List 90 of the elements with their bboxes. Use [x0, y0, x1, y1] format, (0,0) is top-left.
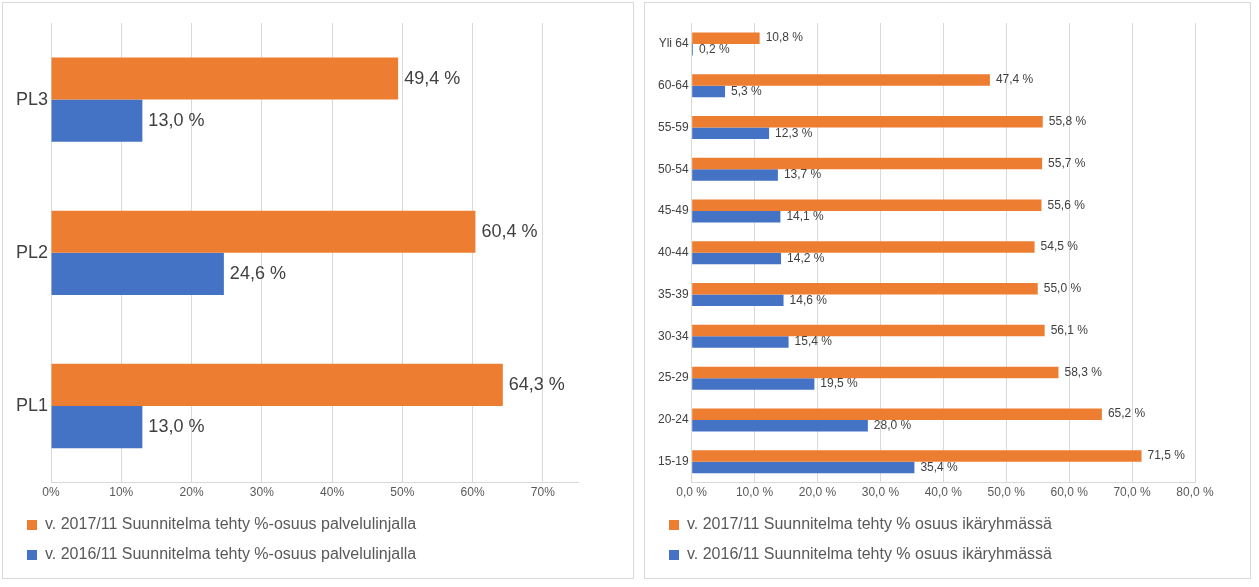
- data-label: 35,4 %: [920, 459, 959, 474]
- data-label: 19,5 %: [820, 376, 859, 391]
- bar: [692, 408, 1102, 420]
- y-tick-label: 35-39: [657, 286, 690, 301]
- y-tick-label: 55-59: [657, 119, 690, 134]
- data-label: 15,4 %: [794, 334, 833, 349]
- x-tick-label: 30%: [249, 485, 275, 500]
- x-tick-label: 20,0 %: [798, 485, 837, 500]
- data-label: 49,4 %: [404, 67, 461, 88]
- x-tick-label: 70%: [530, 485, 556, 500]
- data-label: 71,5 %: [1147, 448, 1186, 463]
- y-tick-label: 60-64: [657, 77, 690, 92]
- legend-label: v. 2017/11 Suunnitelma tehty %-osuus palvelulinjalla: [45, 515, 417, 533]
- y-tick-label: PL2: [16, 241, 49, 262]
- bar: [692, 74, 990, 86]
- bar: [692, 252, 782, 265]
- bar: [692, 336, 789, 348]
- y-tick-label: PL3: [16, 88, 49, 109]
- data-label: 56,1 %: [1050, 322, 1089, 337]
- data-label: 0,2 %: [698, 41, 730, 56]
- data-label: 47,4 %: [995, 72, 1034, 87]
- legend-label: v. 2016/11 Suunnitelma tehty %-osuus palvelulinjalla: [45, 545, 417, 563]
- y-tick-label: Yli 64: [658, 36, 689, 51]
- legend-label: v. 2016/11 Suunnitelma tehty % osuus ikäryhmässä: [687, 545, 1053, 563]
- bar: [51, 363, 503, 406]
- x-tick-label: 40,0 %: [924, 485, 963, 500]
- bar: [692, 283, 1038, 295]
- data-label: 12,3 %: [775, 125, 813, 140]
- y-tick-label: 45-49: [657, 203, 690, 218]
- bar: [692, 169, 778, 181]
- x-tick-label: 50%: [390, 485, 415, 500]
- y-tick-label: PL1: [16, 394, 49, 415]
- x-tick-label: 40%: [320, 485, 345, 500]
- y-tick-label: 50-54: [657, 161, 690, 176]
- bar: [692, 211, 781, 223]
- data-label: 13,7 %: [783, 167, 822, 182]
- bar: [692, 461, 915, 474]
- x-tick-label: 0,0 %: [676, 485, 708, 500]
- bar: [51, 252, 224, 295]
- data-label: 14,2 %: [787, 250, 825, 265]
- data-label: 5,3 %: [731, 83, 763, 98]
- data-label: 55,7 %: [1048, 155, 1086, 170]
- data-label: 13,0 %: [148, 416, 205, 437]
- data-label: 55,0 %: [1043, 281, 1082, 296]
- x-tick-label: 50,0 %: [987, 485, 1026, 500]
- data-label: 13,0 %: [148, 109, 205, 130]
- data-label: 28,0 %: [873, 417, 912, 432]
- x-tick-label: 20%: [179, 485, 204, 500]
- data-label: 24,6 %: [229, 262, 286, 283]
- x-tick-label: 60%: [460, 485, 485, 500]
- x-tick-label: 80,0 %: [1176, 485, 1215, 500]
- x-tick-label: 10%: [109, 485, 134, 500]
- bar: [692, 199, 1042, 212]
- data-label: 55,8 %: [1048, 114, 1087, 129]
- bar: [692, 85, 726, 98]
- legend-label: v. 2017/11 Suunnitelma tehty % osuus ikäryhmässä: [687, 515, 1053, 533]
- bar: [692, 378, 815, 390]
- data-label: 60,4 %: [481, 220, 538, 241]
- data-label: 64,3 %: [508, 373, 565, 394]
- y-tick-label: 25-29: [657, 370, 690, 385]
- data-label: 10,8 %: [765, 30, 804, 45]
- bar: [692, 241, 1035, 253]
- bar: [51, 210, 476, 253]
- x-tick-label: 60,0 %: [1050, 485, 1089, 500]
- x-tick-label: 30,0 %: [861, 485, 900, 500]
- y-tick-label: 30-34: [657, 328, 690, 343]
- bar: [692, 294, 784, 307]
- data-label: 65,2 %: [1107, 406, 1146, 421]
- bar: [692, 115, 1043, 128]
- bar: [51, 99, 143, 142]
- y-tick-label: 20-24: [657, 412, 690, 427]
- data-label: 14,6 %: [789, 292, 828, 307]
- bar: [692, 419, 868, 432]
- bar: [692, 450, 1142, 462]
- x-tick-label: 0%: [42, 485, 61, 500]
- bar: [692, 157, 1043, 170]
- x-tick-label: 10,0 %: [735, 485, 774, 500]
- data-label: 55,6 %: [1047, 197, 1086, 212]
- bar: [51, 406, 143, 449]
- bar: [692, 32, 760, 44]
- bar: [692, 324, 1045, 337]
- data-label: 58,3 %: [1064, 364, 1103, 379]
- x-tick-label: 70,0 %: [1113, 485, 1152, 500]
- data-label: 14,1 %: [786, 209, 825, 224]
- bar: [51, 57, 399, 100]
- y-tick-label: 40-44: [657, 245, 690, 260]
- bar: [692, 366, 1059, 379]
- y-tick-label: 15-19: [657, 454, 690, 469]
- bar: [692, 127, 770, 139]
- data-label: 54,5 %: [1040, 239, 1079, 254]
